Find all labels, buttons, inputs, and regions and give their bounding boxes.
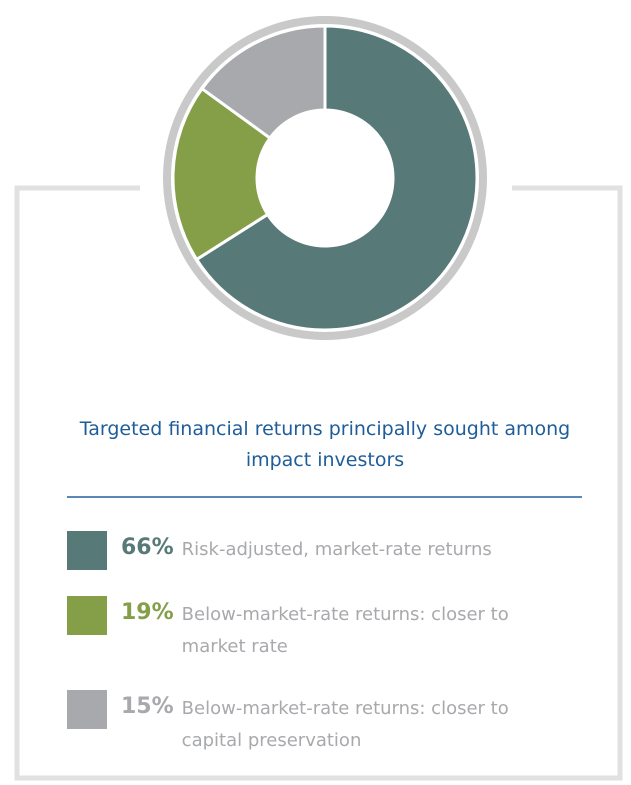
legend-label: Below-market-rate returns: closer to cap… [181, 698, 509, 751]
legend-item: 19% Below-market-rate returns: closer to … [67, 596, 512, 663]
legend-label: Below-market-rate returns: closer to mar… [181, 604, 509, 657]
legend-label: Risk-adjusted, market-rate returns [181, 539, 492, 560]
value-label: 19% [121, 600, 174, 625]
donut-segment [199, 24, 327, 141]
legend-swatch [67, 690, 107, 729]
segments [171, 24, 479, 332]
donut-segment [194, 24, 479, 332]
legend-item: 66% Risk-adjusted, market-rate returns [67, 531, 602, 570]
legend-swatch [67, 531, 107, 570]
value-label: 66% [121, 535, 174, 560]
frame-border [14, 185, 623, 781]
donut-segment [171, 86, 273, 262]
chart-title: Targeted financial returns principally s… [79, 418, 571, 471]
legend-item: 15% Below-market-rate returns: closer to … [67, 690, 512, 757]
legend-swatch [67, 596, 107, 635]
value-label: 15% [121, 694, 174, 719]
frame [14, 185, 623, 781]
